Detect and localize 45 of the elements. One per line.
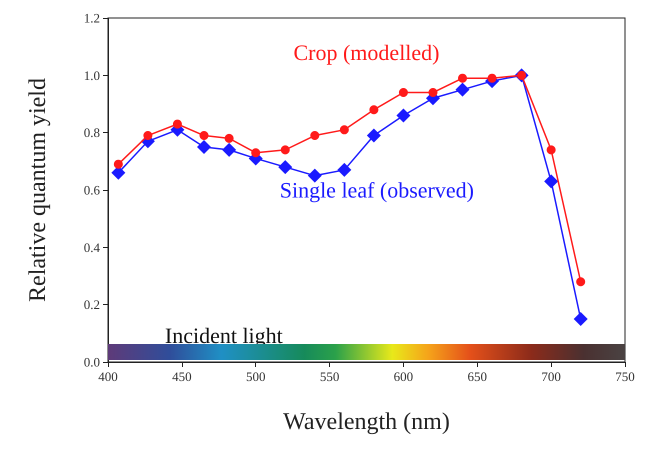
point [456,82,470,97]
x-axis-title: Wavelength (nm) [283,409,450,435]
point [114,160,123,169]
x-tick-label: 500 [246,369,266,384]
point [337,162,352,177]
y-tick-label: 0.4 [84,240,100,255]
point [172,120,182,129]
point [546,145,556,154]
point [143,131,152,140]
point [544,174,558,188]
point [366,128,381,143]
x-tick-label: 650 [468,369,488,384]
x-tick-label: 700 [541,369,561,384]
point [222,142,236,157]
x-tick-label: 400 [98,369,118,384]
point [340,125,349,134]
point [396,108,410,122]
y-tick-label: 1.0 [84,68,100,83]
y-tick-label: 0.2 [84,297,100,312]
point [278,160,292,174]
point [576,277,586,286]
x-tick-label: 600 [394,369,414,384]
y-tick-label: 0.0 [84,354,100,370]
point [224,134,234,143]
point [280,145,290,154]
point [428,88,438,98]
y-tick-label: 0.6 [84,182,100,198]
x-tick-label: 450 [172,369,192,384]
x-tick-label: 550 [320,369,340,384]
series-label: Single leaf (observed) [280,178,474,202]
y-tick-label: 1.2 [84,10,100,26]
point [458,74,468,83]
x-tick-label: 750 [615,369,635,384]
point [308,168,322,183]
point [398,88,408,98]
point [197,140,212,154]
point [574,312,588,326]
y-tick-label: 0.8 [84,125,100,140]
y-axis-title: Relative quantum yield [25,78,51,302]
point [200,131,209,140]
point [488,74,497,83]
point [310,131,320,140]
point [251,148,260,158]
point [369,105,378,114]
series-label: Crop (modelled) [293,40,440,65]
